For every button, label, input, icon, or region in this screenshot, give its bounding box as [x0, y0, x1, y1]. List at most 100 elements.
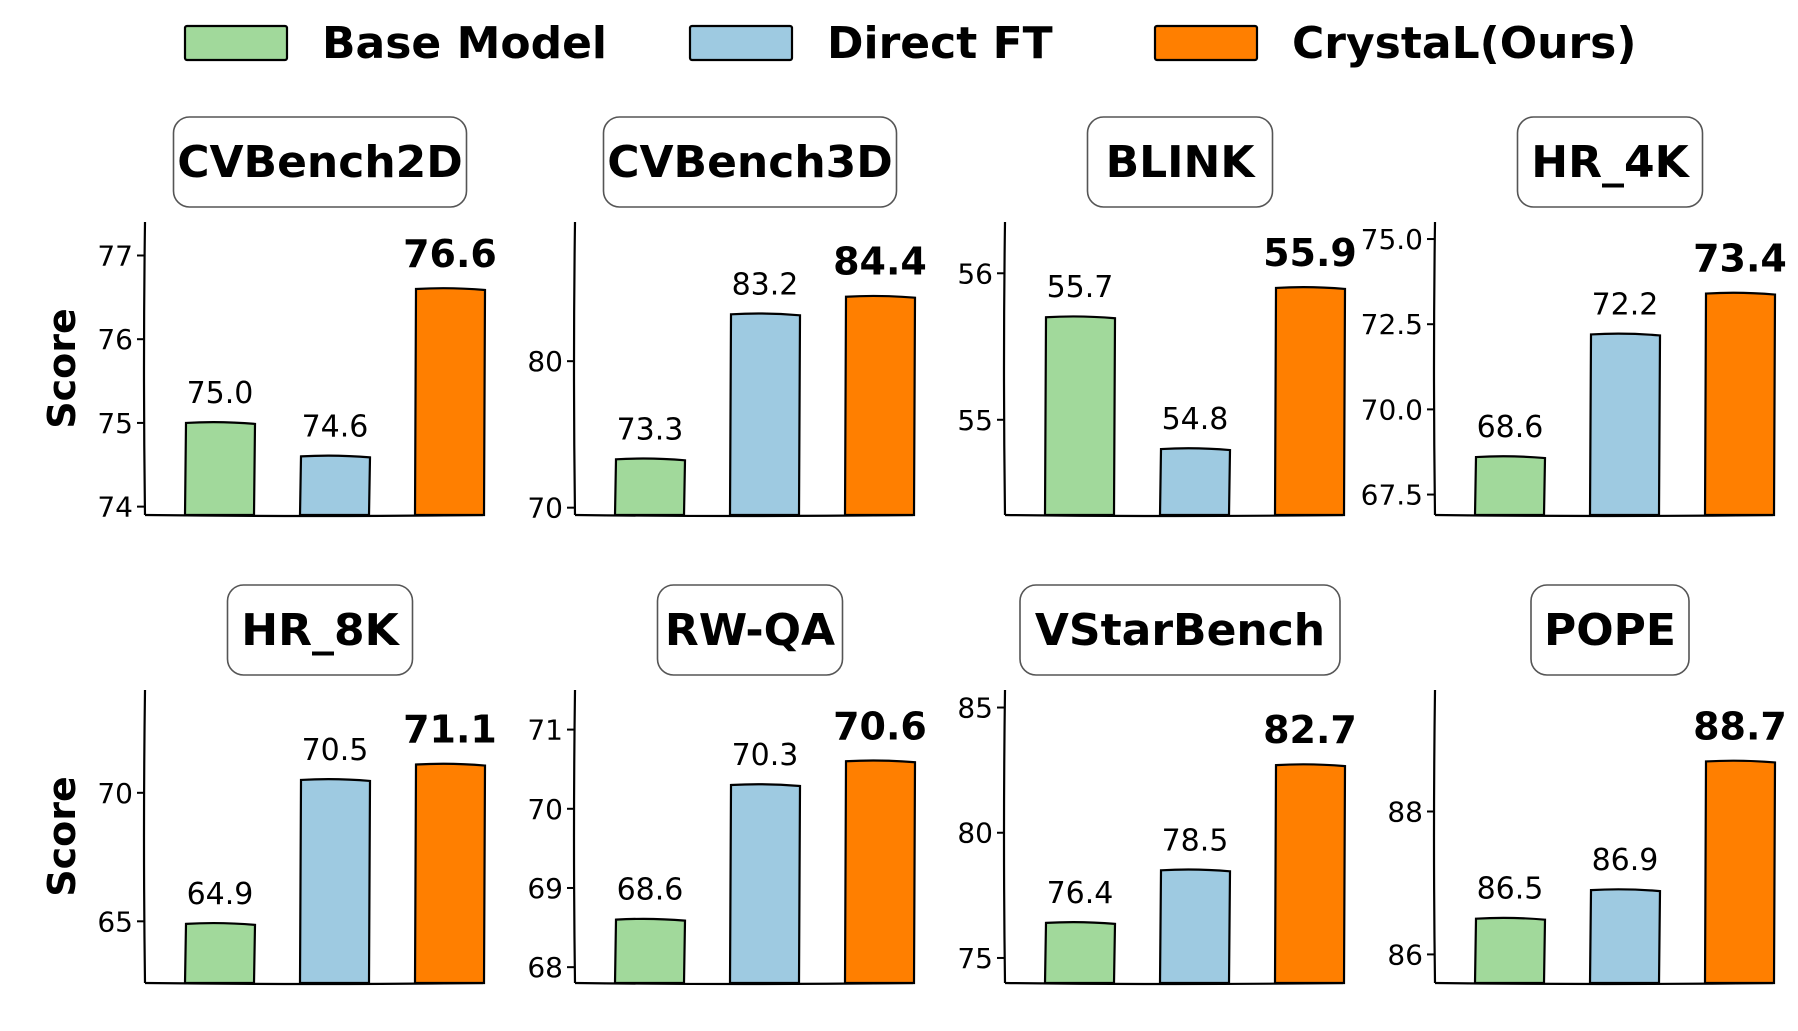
panel-cvbench3d: CVBench3D 70 80 73.3 83.2 84.4 — [527, 116, 927, 525]
bar-value-label: 83.2 — [732, 267, 799, 302]
bar-base-model — [183, 921, 257, 985]
panel-title-box — [1086, 116, 1274, 208]
y-axis-line — [1002, 221, 1007, 516]
bar-value-label: 68.6 — [617, 873, 684, 908]
panel-title-box — [1516, 116, 1704, 208]
legend: Base Model Direct FT CrystaL(Ours) — [183, 18, 1636, 69]
y-axis-line — [1432, 221, 1437, 516]
legend-swatch — [1153, 24, 1259, 62]
legend-label: Direct FT — [827, 18, 1053, 69]
bar-direct-ft — [1588, 332, 1662, 517]
bar-base-model — [183, 421, 257, 517]
panel-title: RW-QA — [665, 605, 835, 656]
y-tick-label: 56 — [957, 257, 993, 290]
bar-value-label: 73.3 — [617, 412, 684, 447]
y-tick-label: 70 — [97, 777, 133, 810]
bar-crystal-ours — [413, 762, 487, 985]
bar-value-label: 73.4 — [1693, 237, 1787, 281]
bar-crystal-ours — [1273, 286, 1347, 517]
y-tick-label: 80 — [527, 345, 563, 378]
bar-base-model — [1043, 315, 1117, 517]
legend-swatch — [183, 24, 289, 62]
y-tick-label: 85 — [957, 692, 993, 725]
bar-direct-ft — [1588, 888, 1662, 985]
bar-value-label: 75.0 — [187, 376, 254, 411]
panel-title: POPE — [1544, 605, 1676, 656]
bar-direct-ft — [298, 454, 372, 517]
bar-direct-ft — [1158, 447, 1232, 517]
bar-base-model — [1043, 921, 1117, 985]
panel-title: VStarBench — [1035, 605, 1325, 656]
y-axis-label: Score — [40, 308, 84, 429]
panel-title: CVBench3D — [607, 137, 893, 188]
bar-base-model — [1473, 455, 1547, 517]
y-tick-label: 70.0 — [1361, 393, 1423, 426]
bar-crystal-ours — [413, 287, 487, 517]
bar-value-label: 68.6 — [1477, 410, 1544, 445]
bar-crystal-ours — [1273, 763, 1347, 985]
y-tick-label: 69 — [527, 872, 563, 905]
panel-title-box — [172, 116, 468, 208]
panel-title: HR_4K — [1531, 137, 1690, 188]
y-tick-label: 65 — [97, 905, 133, 938]
y-tick-label: 75.0 — [1361, 223, 1423, 256]
bar-value-label: 55.9 — [1263, 231, 1357, 275]
bar-crystal-ours — [1703, 291, 1777, 517]
bar-crystal-ours — [843, 759, 917, 985]
panel-title-box — [656, 584, 844, 676]
bar-value-label: 70.3 — [732, 738, 799, 773]
y-axis-line — [142, 689, 147, 984]
legend-item-base-model: Base Model — [183, 18, 607, 69]
bar-value-label: 55.7 — [1047, 270, 1114, 305]
bar-value-label: 78.5 — [1162, 823, 1229, 858]
y-tick-label: 80 — [957, 817, 993, 850]
panel-title-box — [1530, 584, 1690, 676]
bar-base-model — [613, 457, 687, 517]
y-axis-line — [572, 221, 577, 516]
panel-title-box — [602, 116, 898, 208]
y-tick-label: 77 — [97, 239, 133, 272]
legend-label: Base Model — [322, 18, 607, 69]
bar-value-label: 76.4 — [1047, 876, 1114, 911]
bar-value-label: 71.1 — [403, 708, 497, 752]
bar-value-label: 74.6 — [302, 409, 369, 444]
bar-direct-ft — [728, 312, 802, 517]
panel-title-box — [1019, 584, 1341, 676]
y-axis-line — [1432, 689, 1437, 984]
y-tick-label: 88 — [1387, 795, 1423, 828]
panel-hr-8k: HR_8K 65 70 Score 64.9 70.5 71.1 — [40, 584, 497, 986]
panel-blink: BLINK 55 56 55.7 54.8 55.9 — [957, 116, 1357, 518]
legend-swatch — [688, 24, 794, 62]
y-tick-label: 86 — [1387, 938, 1423, 971]
bar-direct-ft — [728, 783, 802, 985]
y-axis-line — [142, 221, 147, 516]
y-tick-label: 75 — [97, 407, 133, 440]
panel-title: BLINK — [1106, 137, 1257, 188]
bar-value-label: 86.5 — [1477, 872, 1544, 907]
y-tick-label: 67.5 — [1361, 479, 1423, 512]
bar-value-label: 82.7 — [1263, 708, 1357, 752]
bar-base-model — [1473, 916, 1547, 985]
panel-vstarbench: VStarBench 75 80 85 76.4 78.5 82.7 — [957, 584, 1357, 986]
bar-base-model — [613, 917, 687, 985]
panel-pope: POPE 86 88 86.5 86.9 88.7 — [1387, 584, 1787, 986]
y-axis-label: Score — [40, 776, 84, 897]
panel-hr-4k: HR_4K 67.5 70.0 72.5 75.0 68.6 72.2 73.4 — [1361, 116, 1787, 518]
bar-value-label: 54.8 — [1162, 402, 1229, 437]
bar-value-label: 86.9 — [1592, 843, 1659, 878]
bar-value-label: 72.2 — [1592, 287, 1659, 322]
panel-title: HR_8K — [241, 605, 400, 656]
bar-value-label: 64.9 — [187, 877, 254, 912]
panel-title: CVBench2D — [177, 137, 463, 188]
panel-title-box — [226, 584, 414, 676]
bar-value-label: 70.6 — [833, 704, 927, 748]
y-tick-label: 70 — [527, 492, 563, 525]
bar-value-label: 84.4 — [833, 240, 927, 284]
legend-item-direct-ft: Direct FT — [688, 18, 1053, 69]
y-tick-label: 55 — [957, 404, 993, 437]
y-axis-line — [1002, 689, 1007, 984]
y-tick-label: 76 — [97, 323, 133, 356]
y-tick-label: 72.5 — [1361, 308, 1423, 341]
